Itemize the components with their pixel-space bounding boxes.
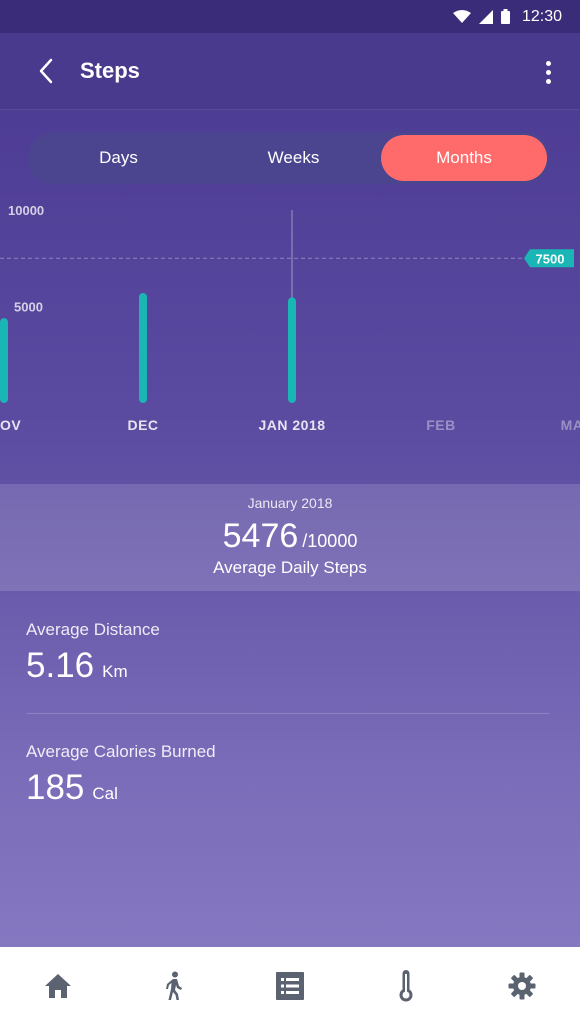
bar xyxy=(288,297,296,403)
calories-label: Average Calories Burned xyxy=(26,742,216,761)
dot xyxy=(545,78,551,84)
nav-settings[interactable] xyxy=(492,956,552,1016)
tab-weeks[interactable]: Weeks xyxy=(267,148,320,167)
average-calories: Average Calories Burned 185 Cal xyxy=(26,742,550,808)
back-button[interactable] xyxy=(16,41,76,101)
battery-icon xyxy=(500,9,510,24)
distance-row: 5.16 Km xyxy=(26,646,550,686)
y-tick-label: 5000 xyxy=(14,300,43,315)
calories-unit: Cal xyxy=(92,784,118,803)
signal-icon xyxy=(478,9,493,24)
nav-home[interactable] xyxy=(28,956,88,1016)
nav-steps[interactable] xyxy=(144,956,204,1016)
steps-goal: /10000 xyxy=(302,531,358,551)
y-tick-label: 10000 xyxy=(8,203,44,218)
distance-label: Average Distance xyxy=(26,620,160,639)
x-tick-label: JAN 2018 xyxy=(258,417,325,433)
x-tick-label: OV xyxy=(0,417,21,433)
distance-unit: Km xyxy=(102,662,128,681)
distance-value: 5.16 xyxy=(26,646,95,685)
bar xyxy=(139,292,147,403)
goal-badge xyxy=(524,249,574,268)
calories-row: 185 Cal xyxy=(26,768,550,808)
chevron-left-icon xyxy=(39,58,53,84)
dot xyxy=(545,60,551,66)
summary-period: January 2018 xyxy=(247,495,333,511)
summary-label: Average Daily Steps xyxy=(213,558,367,577)
bar xyxy=(0,318,8,403)
tab-days[interactable]: Days xyxy=(99,148,138,167)
page-title: Steps xyxy=(80,58,140,83)
overflow-menu-button[interactable] xyxy=(532,47,564,97)
x-tick-label: DEC xyxy=(127,417,158,433)
x-tick-label: MA xyxy=(561,417,580,433)
summary-band: January 2018 5476 /10000 Average Daily S… xyxy=(0,484,580,591)
steps-chart[interactable]: 10000 5000 7500 OV DEC JAN 2018 FEB MA xyxy=(0,200,580,450)
period-segmented-control: Days Weeks Months xyxy=(28,132,550,184)
gear-icon xyxy=(508,972,536,999)
list-icon xyxy=(276,971,304,1000)
steps-chart-svg: 10000 5000 7500 OV DEC JAN 2018 FEB MA xyxy=(0,203,580,433)
nav-list[interactable] xyxy=(260,956,320,1016)
goal-badge-label: 7500 xyxy=(536,251,565,266)
status-bar: 12:30 xyxy=(0,0,580,33)
summary-main: 5476 /10000 xyxy=(0,517,580,556)
thermometer-icon xyxy=(399,969,413,1001)
x-tick-label: FEB xyxy=(426,417,456,433)
calories-value: 185 xyxy=(26,768,85,807)
tab-months[interactable]: Months xyxy=(381,135,547,181)
app-bar: Steps xyxy=(0,33,580,110)
status-time: 12:30 xyxy=(521,7,562,25)
walk-icon xyxy=(166,971,182,1000)
wifi-icon xyxy=(452,9,471,23)
home-icon xyxy=(45,973,71,998)
divider xyxy=(26,713,550,714)
bottom-navigation xyxy=(0,947,580,1024)
average-steps-value: 5476 xyxy=(222,517,299,555)
nav-temperature[interactable] xyxy=(376,956,436,1016)
average-distance: Average Distance 5.16 Km xyxy=(26,620,550,686)
dot xyxy=(545,69,551,75)
